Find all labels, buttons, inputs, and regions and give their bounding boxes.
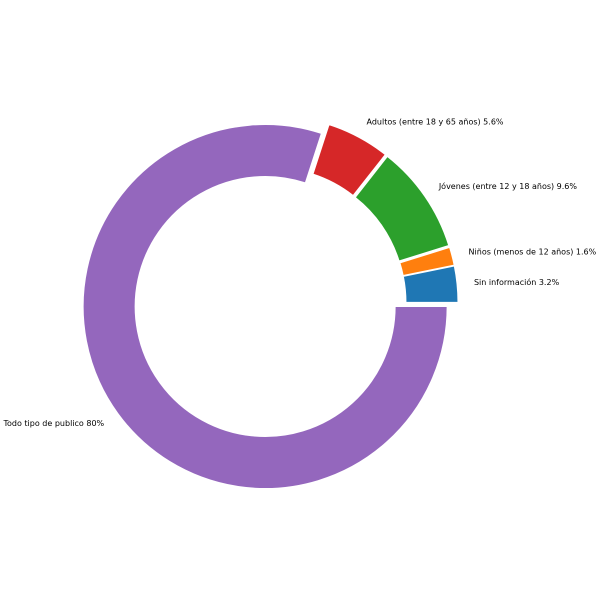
slice-label-2: Jóvenes (entre 12 y 18 años) 9.6% xyxy=(438,181,578,191)
donut-slice-0 xyxy=(402,265,459,303)
slice-label-0: Sin información 3.2% xyxy=(474,277,560,287)
donut-slices xyxy=(82,123,459,489)
donut-slice-4 xyxy=(82,124,448,489)
donut-slice-1 xyxy=(399,246,455,277)
slice-label-1: Niños (menos de 12 años) 1.6% xyxy=(469,248,597,257)
donut-slice-3 xyxy=(312,123,386,197)
slice-label-3: Adultos (entre 18 y 65 años) 5.6% xyxy=(366,118,503,127)
slice-labels: Sin información 3.2% Niños (menos de 12 a… xyxy=(2,118,596,428)
donut-slice-2 xyxy=(354,155,450,262)
slice-label-4: Todo tipo de publico 80% xyxy=(2,419,104,428)
